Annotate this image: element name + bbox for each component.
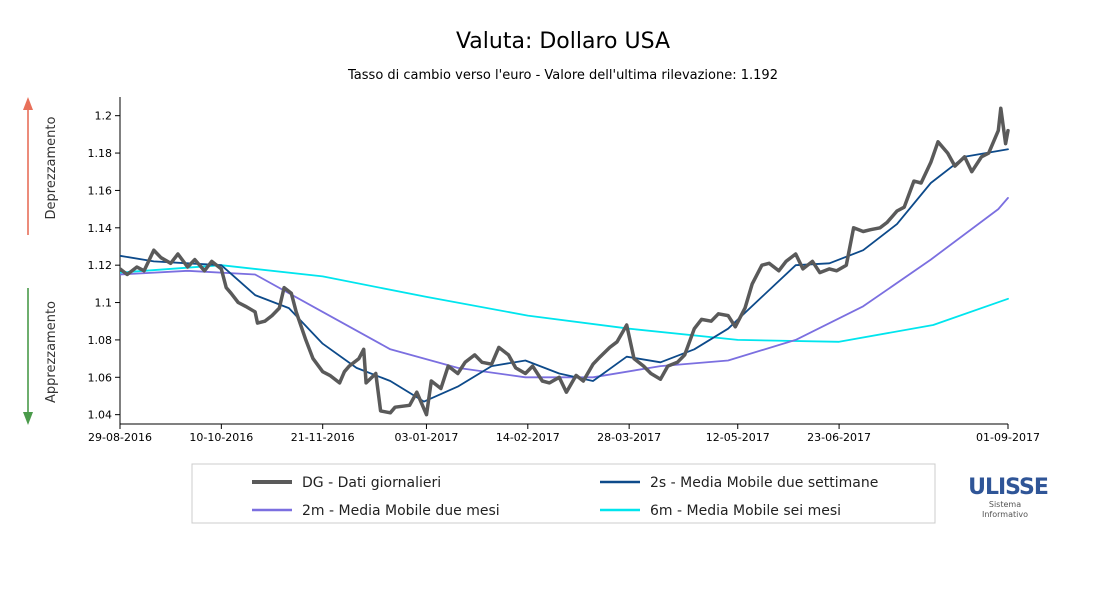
series-layer	[120, 106, 1010, 417]
y-tick-label: 1.2	[95, 110, 113, 123]
y-tick-label: 1.18	[88, 147, 113, 160]
legend-item-2m: 2m - Media Mobile due mesi	[252, 503, 500, 519]
series-line-2m	[120, 197, 1009, 379]
legend-item-2s: 2s - Media Mobile due settimane	[600, 475, 878, 491]
legend: DG - Dati giornalieri 2s - Media Mobile d…	[252, 475, 878, 519]
logo-wordmark: ULISSE	[968, 475, 1048, 500]
x-tick-label: 21-11-2016	[291, 431, 355, 444]
logo-line2: Informativo	[982, 510, 1028, 519]
chart-subtitle: Tasso di cambio verso l'euro - Valore de…	[347, 68, 778, 83]
x-tick-label: 01-09-2017	[976, 431, 1040, 444]
x-tick-label: 12-05-2017	[706, 431, 770, 444]
depreciation-label: Deprezzamento	[44, 117, 59, 220]
legend-label: DG - Dati giornalieri	[302, 475, 441, 491]
series-line-dg	[120, 106, 1010, 417]
y-tick-label: 1.04	[88, 409, 113, 422]
y-tick-label: 1.06	[88, 371, 113, 384]
series-line-6m	[120, 264, 1009, 343]
depreciation-arrow	[23, 97, 33, 235]
x-ticks: 29-08-2016 10-10-2016 21-11-2016 03-01-2017…	[88, 424, 1040, 444]
y-tick-label: 1.12	[88, 259, 113, 272]
appreciation-arrow	[23, 288, 33, 425]
y-tick-label: 1.14	[88, 222, 113, 235]
x-tick-label: 28-03-2017	[597, 431, 661, 444]
legend-box	[191, 463, 936, 524]
logo-line1: Sistema	[989, 500, 1021, 509]
x-tick-label: 29-08-2016	[88, 431, 152, 444]
legend-label: 6m - Media Mobile sei mesi	[650, 503, 841, 519]
y-tick-label: 1.08	[88, 334, 113, 347]
x-tick-label: 14-02-2017	[496, 431, 560, 444]
ulisse-logo: ULISSE Sistema Informativo	[968, 475, 1049, 519]
x-tick-label: 03-01-2017	[394, 431, 458, 444]
series-line-2s	[120, 148, 1009, 403]
legend-label: 2m - Media Mobile due mesi	[302, 503, 500, 519]
appreciation-label: Apprezzamento	[44, 301, 59, 403]
legend-item-dg: DG - Dati giornalieri	[252, 475, 441, 491]
x-tick-label: 23-06-2017	[807, 431, 871, 444]
y-tick-label: 1.1	[95, 297, 113, 310]
chart-title: Valuta: Dollaro USA	[456, 29, 670, 54]
y-ticks: 1.04 1.06 1.08 1.1 1.12 1.14 1.16 1.18 1.2	[88, 110, 120, 422]
y-tick-label: 1.16	[88, 184, 113, 197]
legend-item-6m: 6m - Media Mobile sei mesi	[600, 503, 841, 519]
legend-label: 2s - Media Mobile due settimane	[650, 475, 878, 491]
x-tick-label: 10-10-2016	[189, 431, 253, 444]
